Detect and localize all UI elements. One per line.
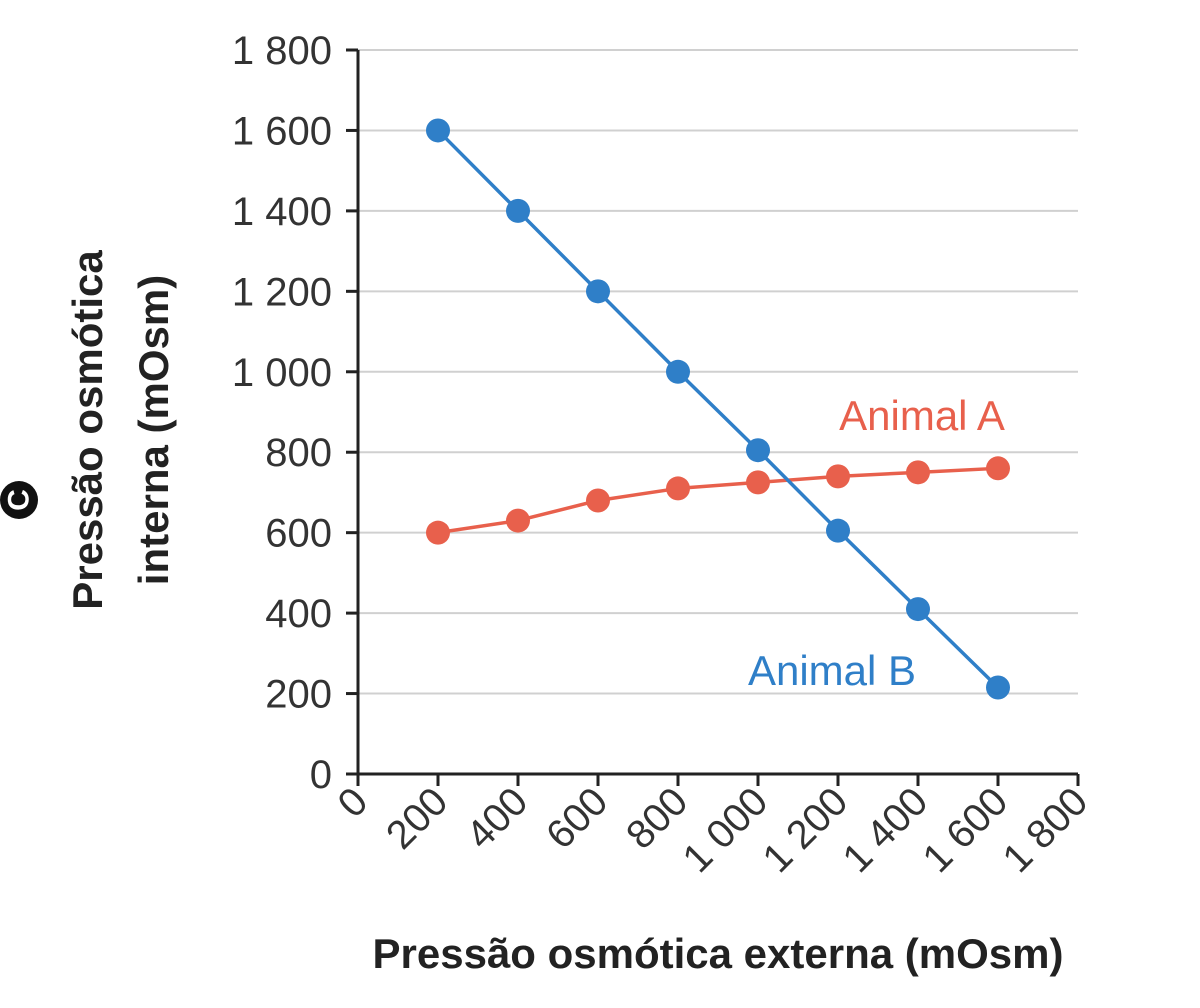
- y-tick-label: 1 400: [232, 190, 332, 234]
- x-tick-label: 1 000: [674, 779, 776, 881]
- y-axis-title-line-2: interna (mOsm): [130, 275, 177, 585]
- data-point-animal-b: [986, 675, 1010, 700]
- data-point-animal-b: [506, 198, 530, 223]
- series-label-animal-b: Animal B: [748, 647, 916, 694]
- x-tick-label: 600: [538, 779, 616, 857]
- data-point-animal-b: [666, 359, 690, 384]
- y-tick-label: 1 000: [232, 351, 332, 395]
- x-axis-title: Pressão osmótica externa (mOsm): [373, 930, 1064, 977]
- y-tick-label: 1 800: [232, 29, 332, 73]
- panel-label-letter: C: [3, 489, 36, 511]
- data-point-animal-b: [906, 597, 930, 622]
- y-tick-label: 800: [265, 431, 332, 475]
- y-tick-label: 1 600: [232, 109, 332, 153]
- panel-label-badge: C: [0, 481, 38, 519]
- y-tick-label: 1 200: [232, 270, 332, 314]
- data-point-animal-b: [586, 279, 610, 304]
- data-point-animal-b: [426, 118, 450, 143]
- axes: [356, 50, 1078, 776]
- data-point-animal-b: [746, 438, 770, 463]
- gridlines: [358, 49, 1078, 695]
- x-tick-label: 400: [458, 779, 536, 857]
- y-tick-label: 200: [265, 673, 332, 717]
- y-tick-label: 600: [265, 512, 332, 556]
- x-tick-label: 0: [330, 779, 377, 826]
- data-point-animal-b: [826, 518, 850, 543]
- x-tick-label: 1 600: [914, 779, 1016, 881]
- series-line-animal-a: [437, 466, 999, 535]
- y-tick-label: 400: [265, 592, 332, 636]
- data-point-animal-a: [746, 470, 770, 495]
- data-point-animal-a: [906, 460, 930, 485]
- x-tick-label: 1 400: [834, 779, 936, 881]
- data-point-animal-a: [826, 464, 850, 489]
- y-axis-title-line-1: Pressão osmótica: [64, 250, 111, 610]
- series-line-animal-b: [436, 129, 1000, 689]
- x-tick-label: 1 200: [754, 779, 856, 881]
- data-point-animal-a: [426, 520, 450, 545]
- x-tick-label: 1 800: [994, 779, 1096, 881]
- y-ticks: 0 200 400 600 800 1 000 1 200 1 400 1 600 1 800: [232, 29, 358, 797]
- data-point-animal-a: [986, 456, 1010, 481]
- x-tick-label: 200: [378, 779, 456, 857]
- data-point-animal-a: [586, 488, 610, 513]
- y-tick-label: 0: [310, 753, 332, 797]
- data-point-animal-a: [666, 476, 690, 501]
- panel-label-circle: [0, 481, 38, 519]
- series: [426, 118, 1010, 700]
- data-point-animal-a: [506, 508, 530, 533]
- series-label-animal-a: Animal A: [839, 392, 1005, 439]
